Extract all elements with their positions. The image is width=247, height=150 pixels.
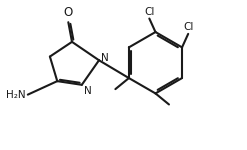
Text: H₂N: H₂N: [6, 90, 26, 100]
Text: O: O: [64, 6, 73, 19]
Text: Cl: Cl: [144, 7, 155, 17]
Text: Cl: Cl: [183, 22, 193, 32]
Text: N: N: [84, 86, 92, 96]
Text: N: N: [101, 53, 109, 63]
